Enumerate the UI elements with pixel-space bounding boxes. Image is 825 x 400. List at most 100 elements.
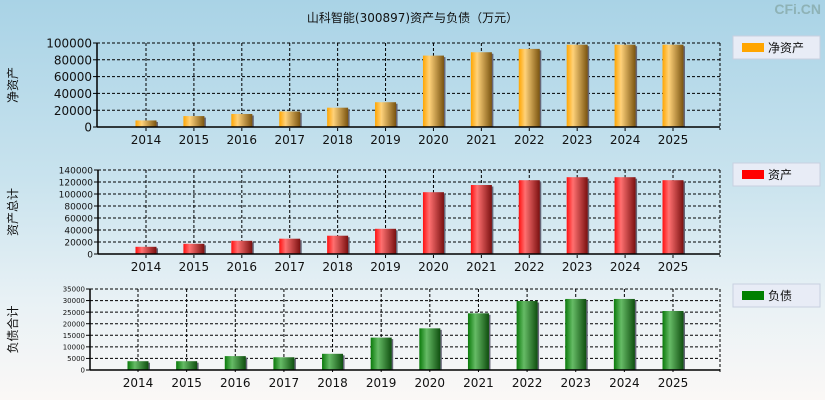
bar [327,107,349,127]
y-tick-label: 60000 [64,214,93,224]
x-tick-label: 2019 [370,260,401,274]
x-tick-label: 2015 [171,376,202,390]
x-tick-label: 2021 [466,133,497,147]
x-tick-label: 2015 [179,260,210,274]
bar [375,102,397,127]
y-tick-label: 80000 [54,53,92,67]
bar [470,185,492,254]
legend-box [732,162,821,187]
bar [370,337,392,370]
legend-swatch [742,170,764,179]
bar [231,240,253,254]
bar [566,177,588,254]
bar [279,238,301,254]
y-tick-label: 0 [84,121,92,135]
bar [176,361,198,370]
bar [419,328,441,370]
bar [614,44,636,127]
y-tick-label: 60000 [54,70,92,84]
x-tick-label: 2016 [227,260,258,274]
bar [127,361,149,370]
bar [516,301,538,370]
bar [183,116,205,127]
x-tick-label: 2016 [227,133,258,147]
bar [422,55,444,127]
legend-swatch [742,291,764,300]
x-tick-label: 2020 [418,260,449,274]
bar [183,243,205,254]
legend-swatch [742,43,764,52]
bar [518,48,540,127]
y-tick-label: 140000 [59,166,94,176]
x-tick-label: 2017 [274,260,305,274]
y-tick-label: 100000 [59,190,94,200]
bar [662,180,684,254]
x-tick-label: 2020 [418,133,449,147]
x-tick-label: 2018 [322,133,353,147]
x-tick-label: 2023 [562,133,593,147]
bar [467,313,489,370]
legend-label: 净资产 [768,41,804,55]
x-tick-label: 2017 [274,133,305,147]
x-tick-label: 2024 [609,376,640,390]
bar [518,180,540,254]
x-tick-label: 2025 [658,133,689,147]
y-tick-label: 10000 [63,344,85,352]
y-tick-label: 20000 [54,104,92,118]
y-tick-label: 40000 [64,226,93,236]
x-tick-label: 2022 [514,133,545,147]
chart-title: 山科智能(300897)资产与负债（万元） [306,11,519,25]
bar [662,310,684,370]
x-tick-label: 2025 [658,376,689,390]
y-axis-label: 负债合计 [5,305,20,353]
bar [613,298,635,370]
bar [327,235,349,254]
x-tick-label: 2018 [322,260,353,274]
bar [662,44,684,127]
legend-box [732,35,821,60]
x-tick-label: 2024 [610,260,641,274]
y-tick-label: 40000 [54,87,92,101]
bar [470,52,492,127]
y-tick-label: 5000 [67,355,85,363]
x-tick-label: 2015 [179,133,210,147]
x-tick-label: 2025 [658,260,689,274]
x-tick-label: 2023 [562,260,593,274]
x-tick-label: 2022 [512,376,543,390]
y-tick-label: 35000 [63,286,85,294]
y-tick-label: 0 [87,250,93,260]
x-tick-label: 2021 [463,376,494,390]
x-tick-label: 2023 [560,376,591,390]
bar [375,228,397,254]
y-axis-label: 净资产 [6,67,20,103]
x-tick-label: 2016 [220,376,251,390]
x-tick-label: 2024 [610,133,641,147]
bar [322,353,344,370]
x-tick-label: 2014 [131,133,162,147]
y-tick-label: 15000 [63,332,85,340]
bar [614,177,636,254]
y-tick-label: 120000 [59,178,94,188]
y-tick-label: 100000 [46,37,92,51]
x-tick-label: 2020 [415,376,446,390]
x-tick-label: 2014 [131,260,162,274]
bar [273,357,295,370]
x-tick-label: 2014 [123,376,154,390]
y-tick-label: 30000 [63,297,85,305]
legend-label: 负债 [768,289,792,303]
legend-label: 资产 [768,168,792,182]
y-tick-label: 80000 [64,202,93,212]
y-tick-label: 0 [81,367,85,375]
bar [135,120,157,127]
bar [231,113,253,127]
y-axis-label: 资产总计 [6,188,20,236]
x-tick-label: 2019 [366,376,397,390]
y-tick-label: 20000 [63,320,85,328]
legend-box [732,283,821,308]
x-tick-label: 2022 [514,260,545,274]
x-tick-label: 2021 [466,260,497,274]
bar [135,246,157,254]
x-tick-label: 2018 [317,376,348,390]
x-tick-label: 2017 [269,376,300,390]
